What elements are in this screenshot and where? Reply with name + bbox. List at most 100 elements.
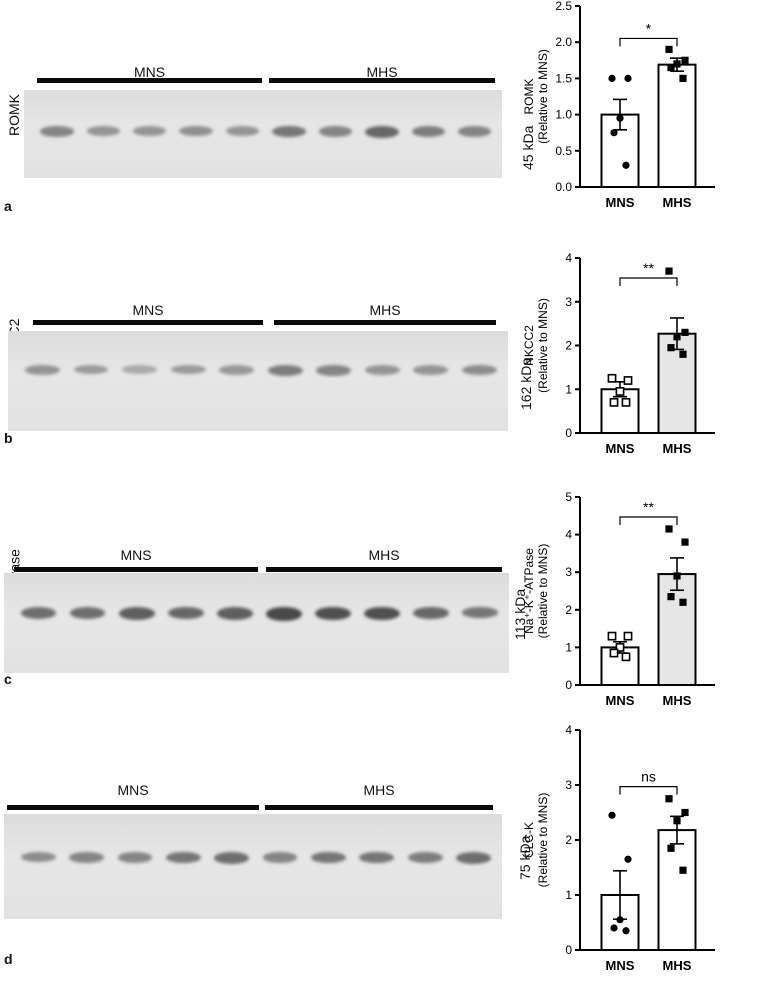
protein-band [364, 607, 400, 621]
y-tick-label: 2.5 [555, 0, 572, 13]
y-axis-label-line1: CLC-K [522, 822, 536, 858]
data-point [673, 333, 681, 341]
data-point [681, 56, 689, 64]
significance-label: ** [643, 499, 654, 515]
y-tick-label: 3 [565, 565, 572, 579]
y-axis-label-line2: (Relative to MNS) [536, 298, 550, 393]
x-category-label: MNS [606, 441, 635, 456]
molecular-weight-label: 45 kDa [520, 125, 536, 170]
y-axis-label-line1: Na⁺-K⁺-ATPase [522, 548, 536, 634]
x-category-label: MHS [663, 693, 692, 708]
protein-band [117, 852, 153, 863]
group-bar-mhs [265, 805, 493, 810]
group-bar-mhs [274, 320, 496, 325]
y-axis-label: ROMK(Relative to MNS) [522, 49, 550, 144]
protein-band [462, 607, 498, 619]
panel-letter: b [4, 430, 13, 446]
protein-band [179, 126, 213, 137]
data-point [610, 924, 618, 932]
y-axis-label: Na⁺-K⁺-ATPase(Relative to MNS) [522, 544, 550, 639]
protein-band [86, 126, 121, 136]
y-axis-label-line2: (Relative to MNS) [536, 544, 550, 639]
x-category-label: MNS [606, 693, 635, 708]
bar-chart: CLC-K(Relative to MNS) 0 1 2 3 4 MNS MHS ns [522, 723, 715, 973]
data-point [610, 129, 618, 137]
data-point [622, 927, 630, 935]
significance-bracket [619, 786, 678, 795]
protein-band [272, 126, 306, 138]
group-label-mhs: MHS [368, 547, 400, 563]
group-bar-mhs [266, 567, 502, 572]
western-blot-image [8, 331, 508, 431]
data-point [623, 631, 633, 641]
data-point [673, 817, 681, 825]
protein-band [267, 365, 303, 376]
protein-band [456, 852, 491, 864]
data-point [681, 328, 689, 336]
group-bar-mhs [269, 78, 495, 83]
panel-letter: a [4, 198, 12, 214]
bar-mhs [657, 573, 697, 686]
y-tick-label: 4 [565, 528, 572, 542]
protein-band [122, 365, 157, 374]
protein-band [70, 607, 106, 619]
y-tick-label: 1 [565, 640, 572, 654]
protein-band [133, 126, 167, 136]
data-point [607, 631, 617, 641]
x-category-label: MHS [663, 195, 692, 210]
protein-band [168, 607, 204, 620]
y-tick-label: 3 [565, 295, 572, 309]
protein-band [364, 365, 400, 375]
data-point [667, 63, 675, 72]
significance-bracket [619, 516, 678, 525]
bar-mhs [657, 332, 697, 434]
significance-label: ** [643, 260, 654, 276]
y-axis-label: CLC-K(Relative to MNS) [522, 793, 550, 888]
y-tick-label: 0 [565, 426, 572, 440]
data-point [623, 376, 633, 385]
data-point [607, 373, 617, 383]
protein-band [21, 607, 57, 619]
data-point [665, 267, 673, 275]
protein-band [266, 607, 302, 621]
group-bar-mns [33, 320, 263, 325]
protein-band [262, 852, 298, 863]
protein-band [217, 607, 253, 620]
protein-band [413, 365, 449, 375]
y-tick-label: 1 [565, 888, 572, 902]
data-point [667, 844, 675, 852]
y-tick-label: 0.0 [555, 180, 572, 194]
protein-band [165, 852, 201, 864]
data-point [667, 593, 675, 601]
bar-chart: Na⁺-K⁺-ATPase(Relative to MNS) 0 1 2 3 4 5 MNS M… [522, 490, 715, 708]
x-category-label: MHS [663, 441, 692, 456]
protein-band [311, 852, 346, 864]
data-point [679, 866, 687, 874]
data-point [679, 350, 687, 358]
y-axis-label: NKCC2(Relative to MNS) [522, 298, 550, 393]
protein-band [365, 126, 399, 139]
protein-band [359, 852, 395, 864]
protein-band [413, 607, 449, 620]
data-point [624, 855, 632, 863]
significance-bracket [619, 37, 678, 47]
western-blot-image [24, 90, 502, 178]
group-label-mns: MNS [120, 547, 152, 563]
protein-band [214, 852, 250, 864]
data-point [679, 74, 687, 82]
y-tick-label: 1 [565, 382, 572, 396]
data-point [615, 387, 625, 396]
protein-band [73, 365, 109, 375]
data-point [673, 60, 681, 68]
data-point [608, 74, 616, 82]
data-point [667, 344, 675, 352]
protein-band [318, 126, 353, 137]
protein-band [461, 365, 497, 376]
group-label-mns: MNS [133, 64, 166, 80]
protein-band [411, 126, 445, 137]
protein-band [315, 607, 351, 621]
significance-label: * [646, 20, 652, 36]
data-point [608, 811, 616, 819]
